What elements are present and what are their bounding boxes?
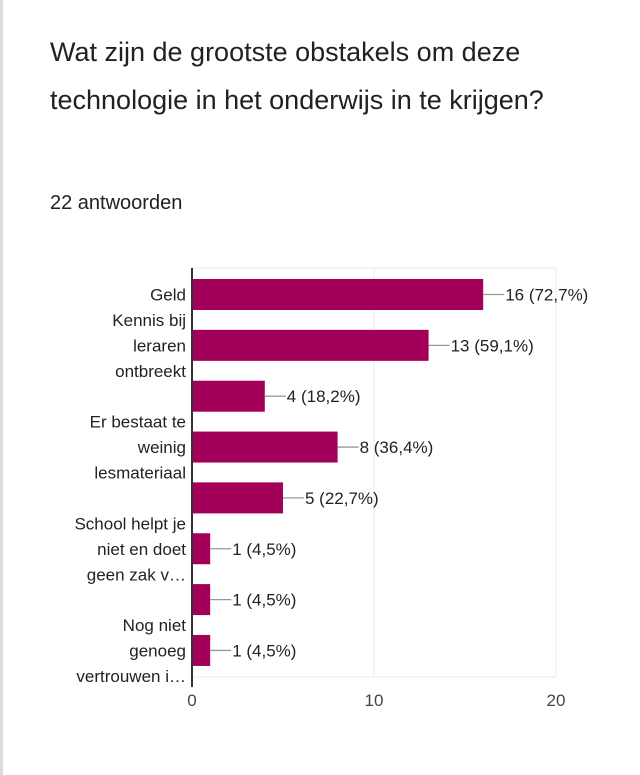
category-label: genoeg bbox=[129, 641, 186, 660]
data-label: 1 (4,5%) bbox=[232, 591, 296, 610]
card-left-border bbox=[0, 0, 3, 775]
x-tick-label: 0 bbox=[187, 691, 196, 710]
data-label: 1 (4,5%) bbox=[232, 540, 296, 559]
data-label: 4 (18,2%) bbox=[287, 387, 361, 406]
data-label: 16 (72,7%) bbox=[505, 286, 588, 305]
bar bbox=[192, 634, 211, 666]
category-label: Geld bbox=[150, 286, 186, 305]
category-label: School helpt je bbox=[74, 514, 186, 533]
bar bbox=[192, 584, 211, 616]
x-tick-label: 10 bbox=[365, 691, 384, 710]
category-label: geen zak v… bbox=[87, 565, 186, 584]
data-label: 5 (22,7%) bbox=[305, 489, 379, 508]
category-label: leraren bbox=[133, 336, 186, 355]
category-label: Kennis bij bbox=[112, 311, 186, 330]
data-label: 1 (4,5%) bbox=[232, 641, 296, 660]
data-label: 13 (59,1%) bbox=[451, 336, 534, 355]
question-title: Wat zijn de grootste obstakels om deze t… bbox=[50, 37, 544, 115]
category-label: niet en doet bbox=[97, 540, 186, 559]
bar bbox=[192, 431, 338, 463]
bar bbox=[192, 279, 484, 310]
category-label: weinig bbox=[137, 438, 186, 457]
category-label: ontbreekt bbox=[115, 362, 186, 381]
bar bbox=[192, 533, 211, 565]
bar bbox=[192, 380, 265, 412]
bar bbox=[192, 329, 429, 361]
category-label: lesmateriaal bbox=[94, 464, 186, 483]
category-label: Er bestaat te bbox=[90, 413, 186, 432]
category-label: Nog niet bbox=[123, 616, 187, 635]
bar bbox=[192, 482, 283, 514]
category-label: vertrouwen i… bbox=[76, 667, 186, 686]
x-tick-label: 20 bbox=[547, 691, 566, 710]
response-count: 22 antwoorden bbox=[50, 192, 183, 214]
data-label: 8 (36,4%) bbox=[360, 438, 434, 457]
